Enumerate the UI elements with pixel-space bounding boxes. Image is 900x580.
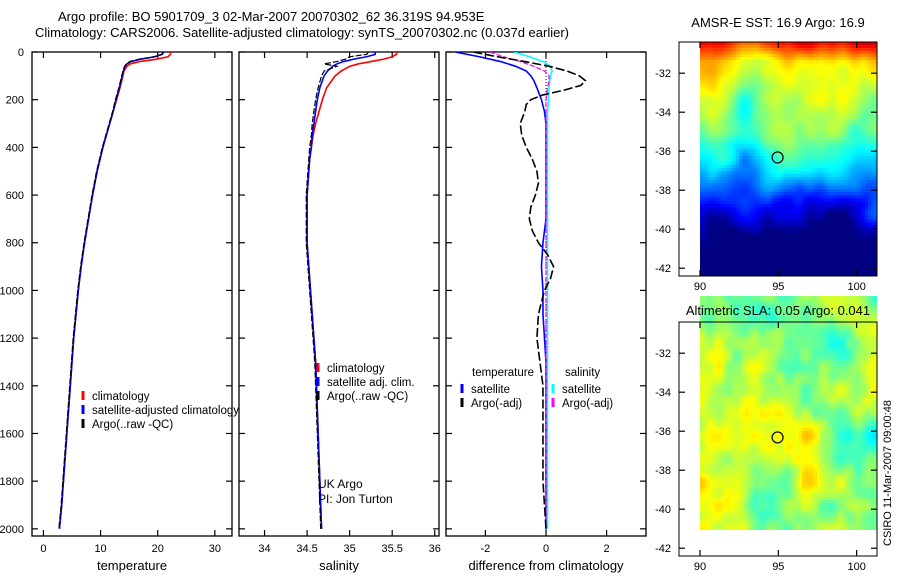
svg-text:Argo profile: BO 5901709_3 02-: Argo profile: BO 5901709_3 02-Mar-2007 2… — [58, 9, 485, 24]
svg-text:2000: 2000 — [0, 524, 24, 536]
svg-text:salinity: salinity — [565, 367, 600, 379]
svg-text:600: 600 — [6, 190, 24, 202]
svg-text:1200: 1200 — [0, 333, 24, 345]
svg-text:1600: 1600 — [0, 428, 24, 440]
svg-text:-38: -38 — [655, 185, 671, 197]
svg-text:-38: -38 — [655, 465, 671, 477]
svg-text:Argo(-adj): Argo(-adj) — [562, 398, 613, 410]
svg-text:34.5: 34.5 — [296, 543, 317, 555]
svg-text:satellite: satellite — [562, 384, 601, 396]
svg-text:climatology: climatology — [92, 391, 150, 403]
svg-text:-2: -2 — [481, 543, 491, 555]
svg-text:20: 20 — [152, 543, 164, 555]
svg-text:-40: -40 — [655, 224, 671, 236]
svg-text:PI: Jon Turton: PI: Jon Turton — [318, 492, 393, 506]
svg-text:climatology: climatology — [327, 363, 385, 375]
svg-text:-32: -32 — [655, 68, 671, 80]
svg-text:satellite: satellite — [471, 384, 510, 396]
svg-text:90: 90 — [694, 561, 706, 573]
svg-text:36: 36 — [429, 543, 441, 555]
svg-text:90: 90 — [694, 281, 706, 293]
svg-text:35.5: 35.5 — [381, 543, 402, 555]
svg-text:95: 95 — [772, 281, 784, 293]
svg-text:800: 800 — [6, 238, 24, 250]
svg-text:34: 34 — [258, 543, 270, 555]
svg-text:30: 30 — [209, 543, 221, 555]
svg-text:difference from climatology: difference from climatology — [468, 558, 624, 573]
svg-text:-34: -34 — [655, 387, 671, 399]
svg-text:temperature: temperature — [97, 558, 167, 573]
svg-text:UK Argo: UK Argo — [318, 477, 363, 491]
svg-text:-36: -36 — [655, 146, 671, 158]
svg-text:400: 400 — [6, 142, 24, 154]
svg-text:10: 10 — [94, 543, 106, 555]
svg-text:100: 100 — [847, 281, 865, 293]
svg-text:satellite-adjusted climatology: satellite-adjusted climatology — [92, 405, 239, 417]
svg-text:1800: 1800 — [0, 476, 24, 488]
svg-text:35: 35 — [344, 543, 356, 555]
svg-text:2: 2 — [604, 543, 610, 555]
svg-text:Argo(..raw -QC): Argo(..raw -QC) — [327, 391, 408, 403]
svg-text:Altimetric SLA: 0.05 Argo: 0.0: Altimetric SLA: 0.05 Argo: 0.041 — [686, 303, 870, 318]
svg-text:1400: 1400 — [0, 381, 24, 393]
svg-text:1000: 1000 — [0, 285, 24, 297]
svg-text:-42: -42 — [655, 263, 671, 275]
svg-text:Climatology: CARS2006. Satelli: Climatology: CARS2006. Satellite-adjuste… — [35, 25, 569, 40]
svg-text:-42: -42 — [655, 543, 671, 555]
svg-text:satellite adj. clim.: satellite adj. clim. — [327, 377, 415, 389]
svg-text:-34: -34 — [655, 107, 671, 119]
svg-text:95: 95 — [772, 561, 784, 573]
svg-text:Argo(-adj): Argo(-adj) — [471, 398, 522, 410]
svg-text:temperature: temperature — [472, 367, 534, 379]
svg-text:0: 0 — [543, 543, 549, 555]
svg-text:0: 0 — [40, 543, 46, 555]
svg-text:salinity: salinity — [319, 558, 359, 573]
svg-text:100: 100 — [847, 561, 865, 573]
svg-text:CSIRO 11-Mar-2007 09:00:48: CSIRO 11-Mar-2007 09:00:48 — [882, 400, 894, 546]
svg-text:-36: -36 — [655, 426, 671, 438]
svg-text:-32: -32 — [655, 348, 671, 360]
svg-text:AMSR-E SST: 16.9 Argo: 16.9: AMSR-E SST: 16.9 Argo: 16.9 — [691, 15, 864, 30]
svg-text:-40: -40 — [655, 504, 671, 516]
svg-text:Argo(..raw -QC): Argo(..raw -QC) — [92, 419, 173, 431]
svg-text:0: 0 — [18, 47, 24, 59]
svg-text:200: 200 — [6, 95, 24, 107]
